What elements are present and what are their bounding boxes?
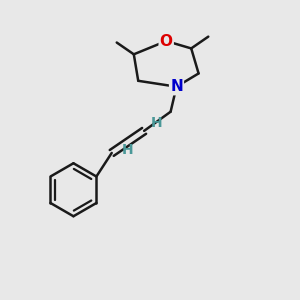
Text: H: H (151, 116, 162, 130)
Text: N: N (170, 79, 183, 94)
Text: O: O (160, 34, 173, 49)
Text: H: H (122, 143, 134, 157)
